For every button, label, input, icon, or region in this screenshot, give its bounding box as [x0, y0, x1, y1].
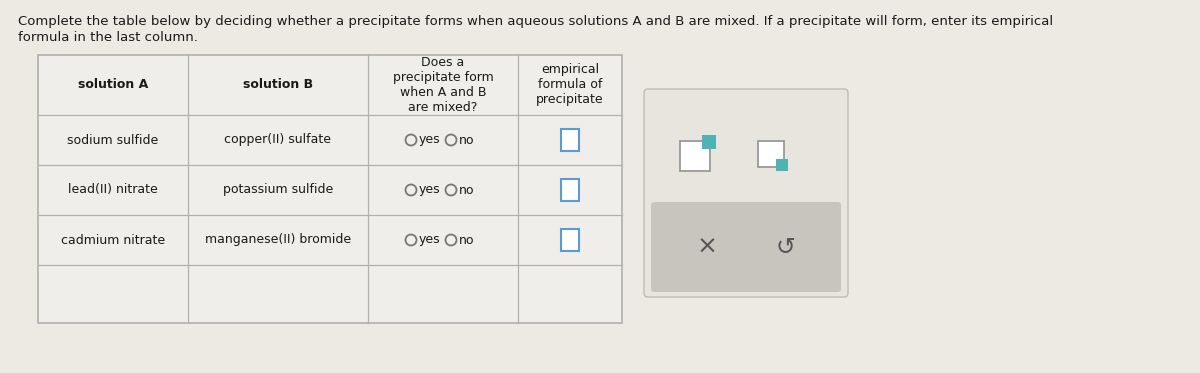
Text: no: no [458, 184, 474, 197]
Text: yes: yes [419, 184, 440, 197]
FancyBboxPatch shape [680, 141, 710, 171]
Text: solution A: solution A [78, 78, 148, 91]
Text: potassium sulfide: potassium sulfide [223, 184, 334, 197]
Text: lead(II) nitrate: lead(II) nitrate [68, 184, 158, 197]
Text: copper(II) sulfate: copper(II) sulfate [224, 134, 331, 147]
Text: cadmium nitrate: cadmium nitrate [61, 233, 166, 247]
Text: Does a
precipitate form
when A and B
are mixed?: Does a precipitate form when A and B are… [392, 56, 493, 114]
FancyBboxPatch shape [562, 179, 580, 201]
Text: yes: yes [419, 134, 440, 147]
Text: solution B: solution B [242, 78, 313, 91]
Text: ↺: ↺ [775, 235, 796, 259]
Text: empirical
formula of
precipitate: empirical formula of precipitate [536, 63, 604, 107]
Text: sodium sulfide: sodium sulfide [67, 134, 158, 147]
Text: no: no [458, 134, 474, 147]
FancyBboxPatch shape [644, 89, 848, 297]
Text: no: no [458, 233, 474, 247]
FancyBboxPatch shape [650, 202, 841, 292]
FancyBboxPatch shape [702, 135, 716, 149]
FancyBboxPatch shape [562, 129, 580, 151]
Text: Complete the table below by deciding whether a precipitate forms when aqueous so: Complete the table below by deciding whe… [18, 15, 1054, 28]
FancyBboxPatch shape [776, 159, 788, 171]
Text: manganese(II) bromide: manganese(II) bromide [205, 233, 352, 247]
FancyBboxPatch shape [38, 55, 622, 323]
FancyBboxPatch shape [562, 229, 580, 251]
Text: yes: yes [419, 233, 440, 247]
Text: ×: × [696, 235, 718, 259]
Text: formula in the last column.: formula in the last column. [18, 31, 198, 44]
FancyBboxPatch shape [758, 141, 784, 167]
